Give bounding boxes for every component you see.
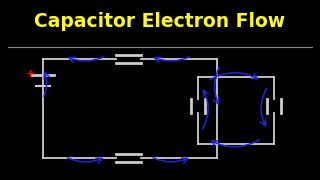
Text: +: +: [26, 69, 35, 79]
Text: Capacitor Electron Flow: Capacitor Electron Flow: [35, 12, 285, 31]
